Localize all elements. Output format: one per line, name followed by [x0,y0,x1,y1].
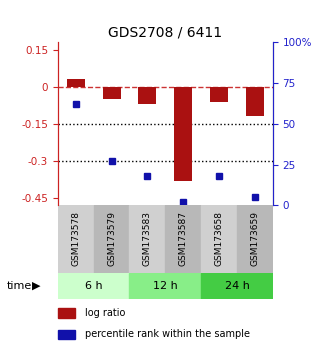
Title: GDS2708 / 6411: GDS2708 / 6411 [108,26,222,40]
Text: GSM173578: GSM173578 [71,211,80,267]
Bar [58,205,94,273]
Text: GSM173658: GSM173658 [214,211,224,267]
Text: ▶: ▶ [32,281,40,291]
Text: GSM173579: GSM173579 [107,211,116,267]
Bar [58,308,75,318]
Bar [94,205,129,273]
Bar [58,273,129,299]
Text: percentile rank within the sample: percentile rank within the sample [85,330,250,339]
Bar [165,205,201,273]
Bar [246,87,264,116]
Bar [210,87,228,102]
Text: 6 h: 6 h [85,281,102,291]
Text: GSM173659: GSM173659 [250,211,259,267]
Bar [201,273,273,299]
Bar [129,273,201,299]
Text: 12 h: 12 h [153,281,178,291]
Bar [58,330,75,339]
Text: GSM173583: GSM173583 [143,211,152,267]
Text: GSM173587: GSM173587 [179,211,188,267]
Bar [138,87,156,104]
Bar [129,205,165,273]
Bar [237,205,273,273]
Bar [67,80,85,87]
Text: log ratio: log ratio [85,308,126,318]
Bar [174,87,192,181]
Bar [103,87,120,99]
Bar [201,205,237,273]
Text: 24 h: 24 h [225,281,249,291]
Text: time: time [6,281,32,291]
